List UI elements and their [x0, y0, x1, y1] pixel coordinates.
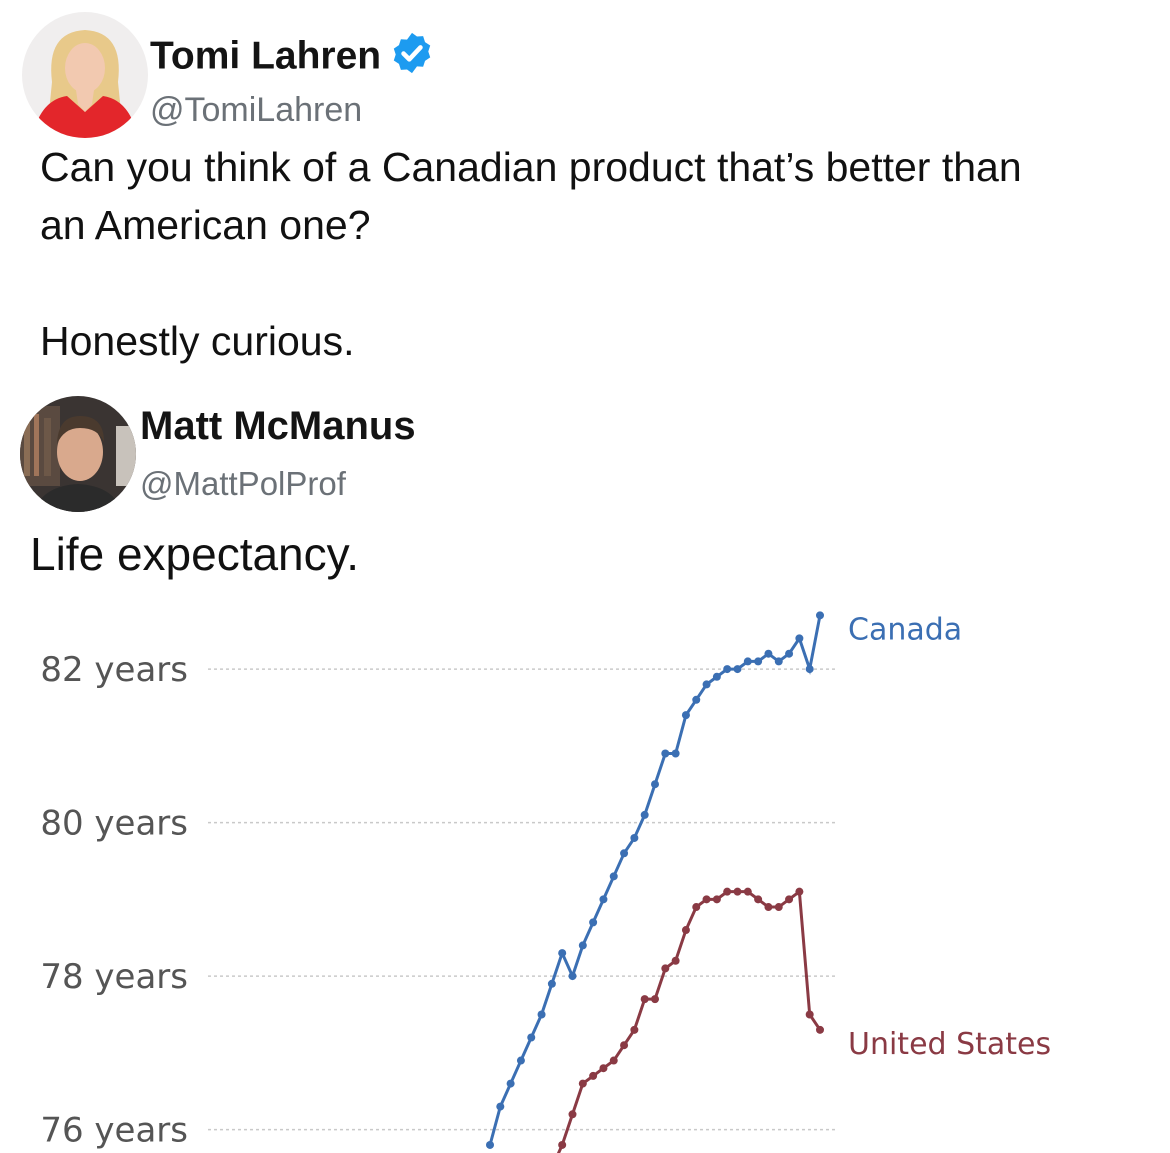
matt-avatar[interactable] — [20, 396, 136, 512]
data-point — [785, 649, 794, 658]
data-point — [816, 611, 824, 620]
verified-badge-icon — [389, 30, 435, 86]
data-point — [712, 895, 721, 904]
data-point — [630, 1025, 639, 1034]
life-expectancy-chart: 82 years 80 years 78 years 76 years Canada Un… — [40, 611, 1051, 1153]
data-point — [733, 665, 742, 674]
data-point — [671, 749, 680, 758]
data-point — [805, 1010, 814, 1019]
matt-display-name[interactable]: Matt McManus — [140, 404, 416, 448]
data-point — [743, 657, 752, 666]
data-point — [681, 711, 690, 720]
data-point — [568, 972, 577, 981]
data-point — [640, 810, 649, 819]
tomi-display-name[interactable]: Tomi Lahren — [150, 30, 435, 86]
data-point — [496, 1102, 505, 1111]
data-point — [764, 649, 773, 658]
data-point — [661, 964, 670, 973]
series-label-canada: Canada — [848, 612, 962, 647]
data-point — [558, 949, 567, 958]
data-point — [754, 895, 763, 904]
data-point — [506, 1079, 515, 1088]
data-point — [692, 695, 701, 704]
data-point — [547, 979, 556, 988]
data-point — [733, 887, 742, 896]
series-line-united-states — [556, 888, 822, 1153]
data-point — [743, 887, 752, 896]
data-point — [609, 872, 618, 881]
data-point — [816, 1025, 824, 1034]
tweet-text-line-3: Honestly curious. — [40, 318, 355, 364]
matt-avatar-image — [20, 396, 136, 512]
tweet-text-line-1: Can you think of a Canadian product that… — [40, 144, 1022, 190]
data-point — [692, 903, 701, 912]
data-point — [795, 887, 804, 896]
data-point — [589, 1071, 598, 1080]
data-point — [723, 665, 732, 674]
data-point — [578, 1079, 587, 1088]
data-point — [568, 1110, 577, 1119]
data-point — [774, 903, 783, 912]
y-tick-label: 78 years — [40, 957, 188, 997]
data-point — [723, 887, 732, 896]
matt-handle[interactable]: @MattPolProf — [140, 465, 346, 502]
data-point — [486, 1140, 494, 1149]
data-point — [651, 780, 659, 789]
series-line-canada — [488, 615, 822, 1146]
tomi-avatar[interactable] — [22, 12, 148, 138]
data-point — [795, 634, 804, 643]
data-point — [599, 1064, 608, 1073]
data-point — [702, 895, 711, 904]
tomi-handle[interactable]: @TomiLahren — [150, 91, 363, 129]
data-point — [712, 672, 721, 681]
data-point — [774, 657, 783, 666]
series-label-united-states: United States — [848, 1027, 1051, 1062]
data-point — [589, 918, 598, 927]
data-point — [681, 926, 690, 935]
data-point — [609, 1056, 618, 1065]
data-point — [661, 749, 670, 758]
data-point — [537, 1010, 546, 1019]
y-tick-label: 80 years — [40, 804, 188, 844]
data-point — [785, 895, 794, 904]
data-point — [630, 833, 639, 842]
data-point — [558, 1140, 567, 1149]
data-point — [527, 1033, 536, 1042]
data-point — [620, 1041, 629, 1050]
reply-text: Life expectancy. — [30, 528, 360, 580]
y-tick-label: 76 years — [40, 1111, 188, 1151]
data-point — [671, 956, 680, 965]
data-point — [754, 657, 763, 666]
tomi-avatar-image — [22, 12, 148, 138]
data-point — [640, 995, 649, 1004]
data-point — [620, 849, 629, 858]
data-point — [599, 895, 608, 904]
data-point — [516, 1056, 525, 1065]
data-point — [764, 903, 773, 912]
data-point — [805, 665, 814, 674]
data-point — [702, 680, 711, 689]
data-point — [578, 941, 587, 950]
data-point — [651, 995, 659, 1004]
y-tick-label: 82 years — [40, 650, 188, 690]
tweet-text-line-2: an American one? — [40, 202, 371, 248]
